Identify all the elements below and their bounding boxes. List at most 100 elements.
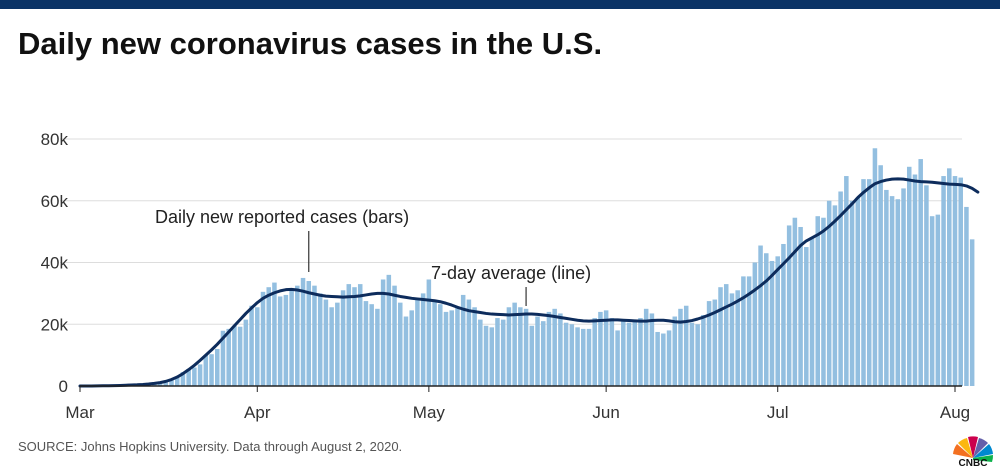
y-tick-label: 60k (41, 192, 69, 211)
daily-cases-bar (889, 196, 895, 386)
daily-cases-bar (878, 165, 883, 386)
daily-cases-bar (426, 279, 432, 386)
daily-cases-bar (478, 319, 483, 386)
daily-cases-bar (895, 199, 901, 386)
daily-cases-bar (237, 326, 243, 386)
daily-cases-bar (552, 308, 557, 386)
daily-cases-bar (415, 298, 420, 386)
daily-cases-bar (729, 293, 735, 387)
daily-cases-bar (832, 205, 838, 386)
daily-cases-bar (540, 321, 546, 386)
daily-cases-bar (546, 311, 552, 386)
daily-cases-bar (918, 159, 923, 386)
daily-cases-bar (192, 367, 197, 386)
daily-cases-bar (260, 291, 266, 386)
daily-cases-bar (392, 285, 397, 386)
daily-cases-bar (512, 302, 517, 386)
logo-wordmark: CNBC (958, 458, 988, 469)
daily-cases-bar (752, 262, 758, 386)
daily-cases-bar (621, 319, 626, 386)
daily-cases-bar (906, 166, 912, 386)
daily-cases-bar (735, 290, 740, 386)
daily-cases-bar (157, 382, 163, 386)
daily-cases-bar (775, 256, 780, 386)
daily-cases-bar (209, 354, 214, 386)
daily-cases-bar (255, 307, 260, 386)
daily-cases-bar (838, 191, 843, 386)
daily-cases-bar (655, 331, 660, 386)
daily-cases-bar (643, 308, 649, 386)
daily-cases-bar (500, 319, 506, 386)
x-axis-tick-labels: Mar Apr May Jun Jul Aug (65, 386, 970, 422)
daily-cases-bar (340, 290, 346, 386)
gridlines (60, 138, 962, 325)
daily-cases-bar (277, 296, 283, 386)
seven-day-average-line (78, 177, 980, 388)
daily-cases-bar (683, 305, 689, 386)
brand-top-bar (0, 0, 1000, 9)
daily-cases-bar (609, 318, 615, 386)
daily-cases-bar (632, 319, 637, 386)
daily-cases-bar (460, 294, 466, 386)
daily-cases-bar (180, 372, 186, 386)
y-tick-label: 80k (41, 130, 69, 149)
daily-cases-bar (443, 311, 449, 386)
daily-cases-bar (844, 176, 849, 386)
annotation-line-label: 7-day average (line) (431, 263, 591, 283)
daily-cases-bar (243, 319, 249, 386)
daily-cases-bar (603, 310, 609, 386)
daily-cases-bar (186, 369, 191, 386)
daily-cases-bar (809, 237, 815, 386)
daily-cases-bar (523, 308, 529, 386)
daily-cases-bar (924, 185, 929, 386)
daily-cases-bar (855, 197, 861, 386)
daily-cases-bar (346, 284, 352, 386)
daily-cases-bar (849, 200, 855, 386)
daily-cases-bar (804, 247, 809, 386)
daily-cases-bar (638, 318, 643, 386)
daily-cases-bar (689, 322, 695, 386)
daily-cases-bar (861, 179, 866, 386)
daily-cases-bar (232, 325, 237, 386)
daily-cases-bar (289, 290, 294, 386)
daily-cases-bar (357, 284, 363, 386)
daily-cases-bar (592, 318, 597, 386)
daily-cases-bar (781, 243, 786, 386)
daily-cases-bar (432, 299, 437, 386)
x-tick-label: May (413, 403, 446, 422)
daily-cases-bar (815, 216, 821, 386)
cnbc-peacock-logo (953, 436, 994, 462)
daily-cases-bar (929, 216, 935, 386)
daily-cases-bar (826, 200, 832, 386)
y-tick-label: 20k (41, 315, 69, 334)
annotations: Daily new reported cases (bars) 7-day av… (155, 207, 591, 306)
daily-cases-bar (964, 206, 969, 386)
daily-cases-bar (764, 253, 769, 386)
daily-cases-bar (672, 316, 678, 386)
daily-cases-bar (352, 287, 357, 386)
daily-cases-bar (472, 307, 477, 386)
daily-cases-bar (821, 217, 826, 386)
daily-cases-bar (798, 226, 803, 386)
daily-cases-bar (369, 304, 374, 386)
daily-cases-bar (649, 313, 655, 386)
daily-cases-bar (215, 348, 220, 386)
daily-cases-bar (912, 174, 918, 386)
daily-cases-bar (295, 285, 300, 386)
daily-cases-bar (329, 307, 334, 386)
daily-cases-bar (174, 377, 180, 386)
daily-cases-bar (941, 176, 946, 386)
daily-cases-bar (935, 214, 941, 386)
annotation-bars-label: Daily new reported cases (bars) (155, 207, 409, 227)
daily-cases-bar (380, 279, 386, 386)
daily-cases-bar (872, 148, 878, 386)
daily-cases-bar (746, 276, 752, 386)
daily-cases-bar (563, 322, 569, 386)
daily-cases-bar (466, 299, 472, 386)
daily-cases-bar (741, 276, 746, 386)
daily-cases-bar (420, 293, 426, 387)
daily-cases-bar (386, 274, 392, 386)
daily-cases-bar (792, 217, 798, 386)
bar-series (89, 148, 975, 387)
daily-cases-bar (203, 355, 209, 387)
